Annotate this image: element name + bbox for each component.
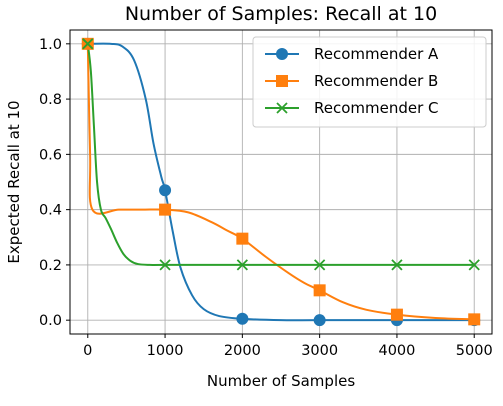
chart-title: Number of Samples: Recall at 10 (125, 3, 437, 25)
x-tick-label: 5000 (456, 343, 493, 359)
recommender-c-point (159, 259, 171, 271)
recommender-c-point (82, 38, 94, 50)
recommender-a-point (236, 312, 249, 325)
x-tick-label: 2000 (224, 343, 261, 359)
recommender-c-point (468, 259, 480, 271)
recommender-c-legend-label: Recommender C (314, 99, 439, 117)
x-tick-label: 1000 (147, 343, 184, 359)
recommender-b-point (236, 232, 249, 245)
x-tick-label: 4000 (378, 343, 415, 359)
recommender-c-legend-marker (276, 102, 288, 114)
recommender-c-point (314, 259, 326, 271)
recommender-a-point (313, 314, 326, 327)
recommender-b-point (468, 313, 481, 326)
recommender-a-point (159, 184, 172, 197)
recommender-c-line (86, 43, 475, 266)
recommender-b-point (313, 284, 326, 297)
legend: Recommender A Recommender B Recommender C (252, 36, 487, 128)
recommender-b-legend-marker (276, 75, 288, 87)
x-tick-label: 0 (83, 343, 92, 359)
recommender-b-point (159, 203, 172, 216)
recommender-b-point (390, 308, 403, 321)
recommender-c-point (391, 259, 403, 271)
y-tick-label: 0.4 (39, 203, 62, 219)
x-tick-label: 3000 (301, 343, 338, 359)
y-tick-label: 0.6 (39, 147, 62, 163)
recommender-b-legend-label: Recommender B (314, 72, 438, 90)
y-ticks: 0.0 0.2 0.4 0.6 0.8 1.0 (39, 37, 70, 329)
plot-frame (69, 29, 493, 335)
recommender-a-legend-label: Recommender A (314, 45, 439, 63)
x-axis-label: Number of Samples (207, 372, 355, 390)
y-tick-label: 0.2 (39, 258, 62, 274)
recommender-a-legend-marker (276, 48, 288, 60)
legend-box (252, 36, 487, 128)
recommender-c-point (236, 259, 248, 271)
y-axis-label: Expected Recall at 10 (5, 100, 23, 263)
y-tick-label: 0.8 (39, 92, 62, 108)
y-tick-label: 1.0 (39, 37, 62, 53)
series-markers (81, 37, 481, 327)
recommender-a-line (87, 42, 475, 322)
x-ticks: 0 1000 2000 3000 4000 5000 (83, 334, 493, 359)
y-tick-label: 0.0 (39, 313, 62, 329)
